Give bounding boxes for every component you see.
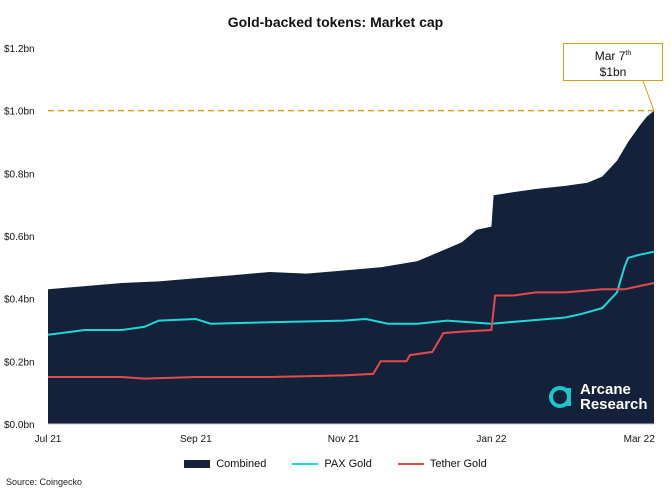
- legend-item-combined: Combined: [184, 458, 266, 470]
- series-area-combined: [48, 110, 654, 424]
- brand-line-2: Research: [580, 396, 648, 413]
- y-tick-label: $0.8bn: [4, 169, 35, 180]
- y-tick-label: $1.0bn: [4, 107, 35, 118]
- legend-label-pax: PAX Gold: [324, 458, 372, 470]
- series-line-pax-gold: [47, 250, 655, 336]
- y-tick-label: $1.2bn: [4, 44, 35, 55]
- series-line-tether-gold: [48, 282, 655, 380]
- annotation-date-suffix: th: [625, 50, 632, 57]
- brand-logo: Arcane Research: [548, 382, 648, 412]
- y-tick-label: $0.2bn: [4, 357, 35, 368]
- y-tick-label: $0.0bn: [4, 420, 35, 431]
- legend-swatch-combined: [184, 460, 211, 468]
- legend-label-combined: Combined: [216, 458, 267, 470]
- annotation-value: $1bn: [599, 65, 627, 79]
- annotation-connector: [642, 80, 655, 111]
- x-tick-label: Nov 21: [328, 434, 360, 445]
- arcane-logo-icon: [549, 386, 571, 408]
- y-tick-label: $0.4bn: [4, 295, 35, 306]
- y-tick-label: $0.6bn: [4, 232, 35, 243]
- legend: Combined PAX Gold Tether Gold: [0, 458, 671, 470]
- annotation-callout: Mar 7th $1bn: [563, 43, 663, 81]
- legend-label-tether: Tether Gold: [429, 458, 487, 470]
- x-tick-label: Sep 21: [180, 434, 212, 445]
- legend-swatch-tether: [397, 463, 424, 465]
- source-note: Source: Coingecko: [6, 477, 83, 487]
- legend-item-tether: Tether Gold: [397, 458, 487, 470]
- chart-title: Gold-backed tokens: Market cap: [227, 14, 444, 30]
- annotation-date: Mar 7: [594, 49, 626, 63]
- x-tick-label: Mar 22: [624, 434, 656, 445]
- legend-item-pax: PAX Gold: [292, 458, 372, 470]
- brand-line-1: Arcane: [580, 381, 631, 398]
- x-tick-label: Jan 22: [476, 434, 506, 445]
- legend-swatch-pax: [292, 463, 319, 465]
- x-tick-label: Jul 21: [35, 434, 62, 445]
